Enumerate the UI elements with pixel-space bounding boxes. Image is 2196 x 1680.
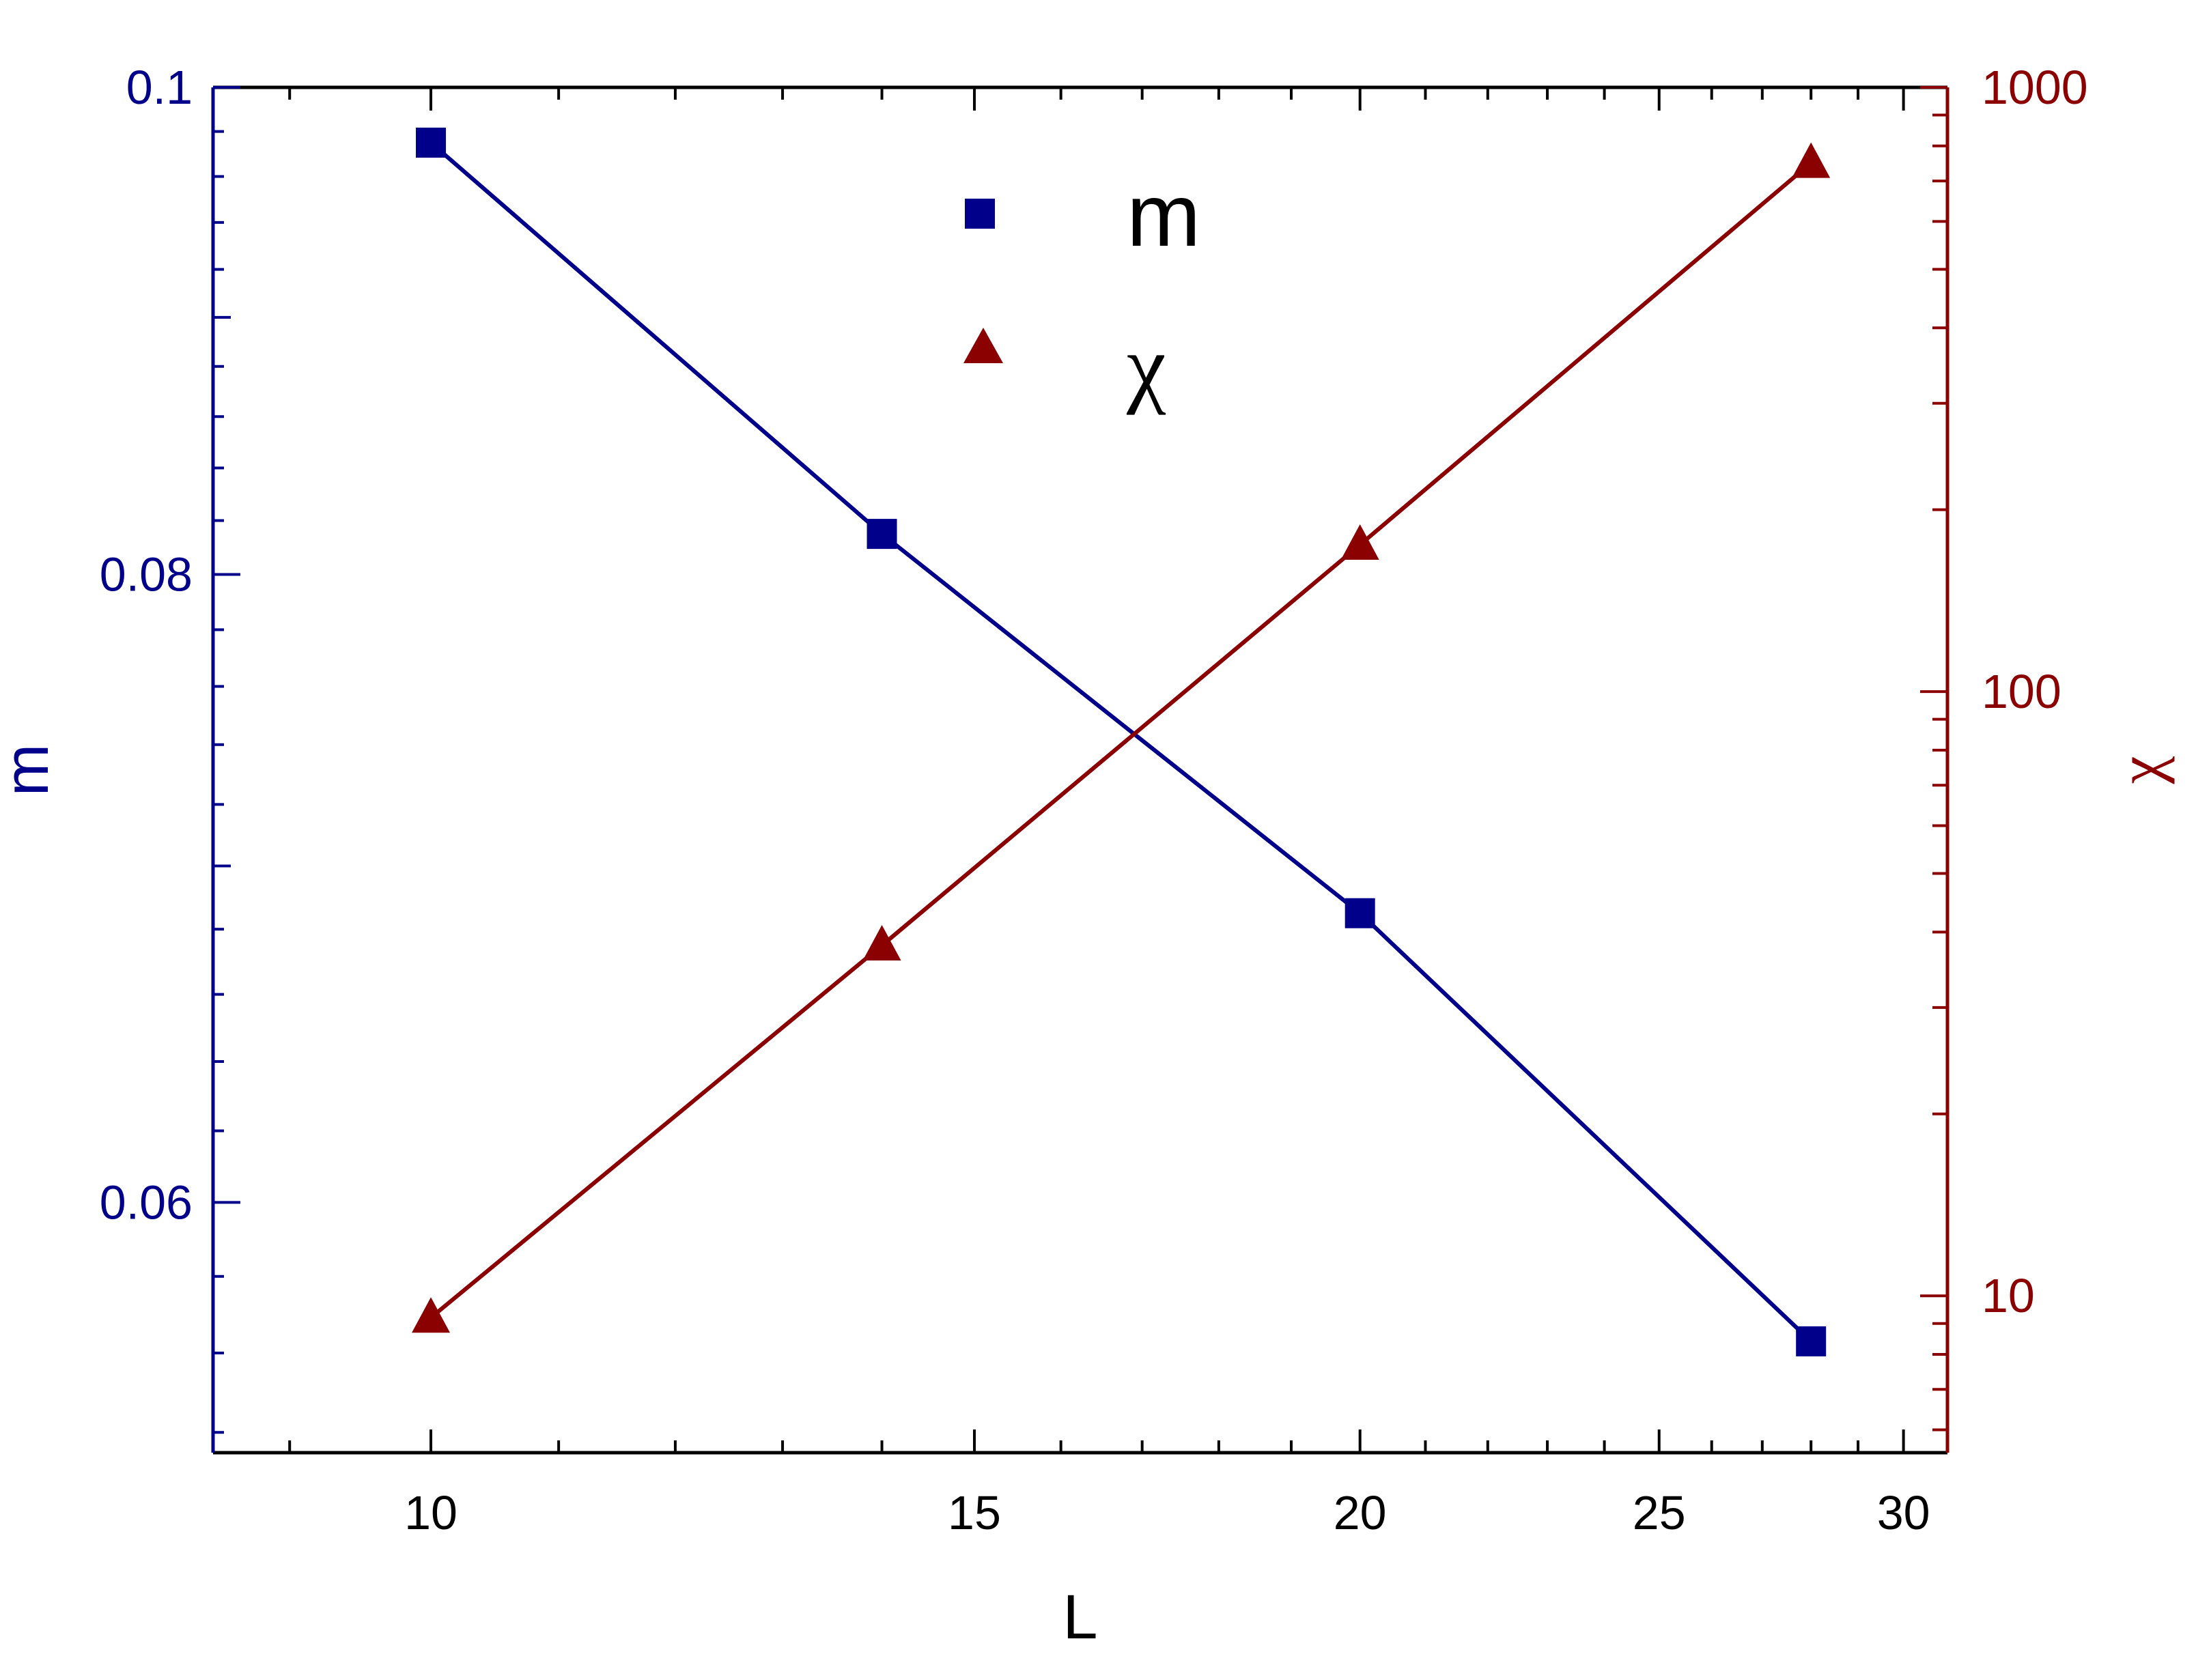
chi-data-point bbox=[862, 925, 901, 961]
chi-data-point bbox=[1792, 142, 1831, 178]
y-right-tick-label: 10 bbox=[1982, 1269, 2035, 1322]
plot-frame bbox=[211, 85, 1949, 1455]
y-left-axis: 0.06 0.08 0.1 bbox=[100, 61, 240, 1434]
m-data-point bbox=[1796, 1326, 1827, 1356]
x-tick-label: 20 bbox=[1334, 1486, 1387, 1539]
m-data-point bbox=[416, 127, 447, 158]
y-left-axis-title: m bbox=[0, 744, 61, 797]
y-right-axis: 10 100 1000 bbox=[1920, 61, 2088, 1432]
m-series-line bbox=[430, 141, 1813, 1343]
y-left-tick-label: 0.06 bbox=[100, 1176, 193, 1229]
legend-label-chi: χ bbox=[1126, 317, 1166, 416]
chi-data-point bbox=[412, 1297, 451, 1333]
y-right-tick-label: 100 bbox=[1982, 665, 2061, 718]
legend-marker-m bbox=[965, 199, 995, 229]
x-tick-label: 10 bbox=[404, 1486, 458, 1539]
y-right-tick-label: 1000 bbox=[1982, 61, 2088, 114]
legend-marker-chi bbox=[963, 328, 1003, 363]
x-tick-label: 15 bbox=[948, 1486, 1001, 1539]
y-right-axis-title: χ bbox=[2105, 756, 2175, 784]
series-layer bbox=[412, 127, 1831, 1356]
legend: mχ bbox=[963, 165, 1200, 416]
chi-series-line bbox=[430, 161, 1813, 1320]
legend-label-m: m bbox=[1127, 165, 1200, 265]
m-data-point bbox=[867, 519, 897, 550]
x-tick-label: 25 bbox=[1633, 1486, 1686, 1539]
x-axis-title: L bbox=[1062, 1582, 1097, 1652]
y-left-tick-label: 0.1 bbox=[126, 61, 193, 114]
chi-data-point bbox=[1340, 524, 1379, 560]
x-axis: 10 15 20 25 30 bbox=[288, 87, 1930, 1539]
m-data-point bbox=[1345, 898, 1375, 928]
x-tick-label: 30 bbox=[1877, 1486, 1930, 1539]
y-left-tick-label: 0.08 bbox=[100, 548, 193, 601]
